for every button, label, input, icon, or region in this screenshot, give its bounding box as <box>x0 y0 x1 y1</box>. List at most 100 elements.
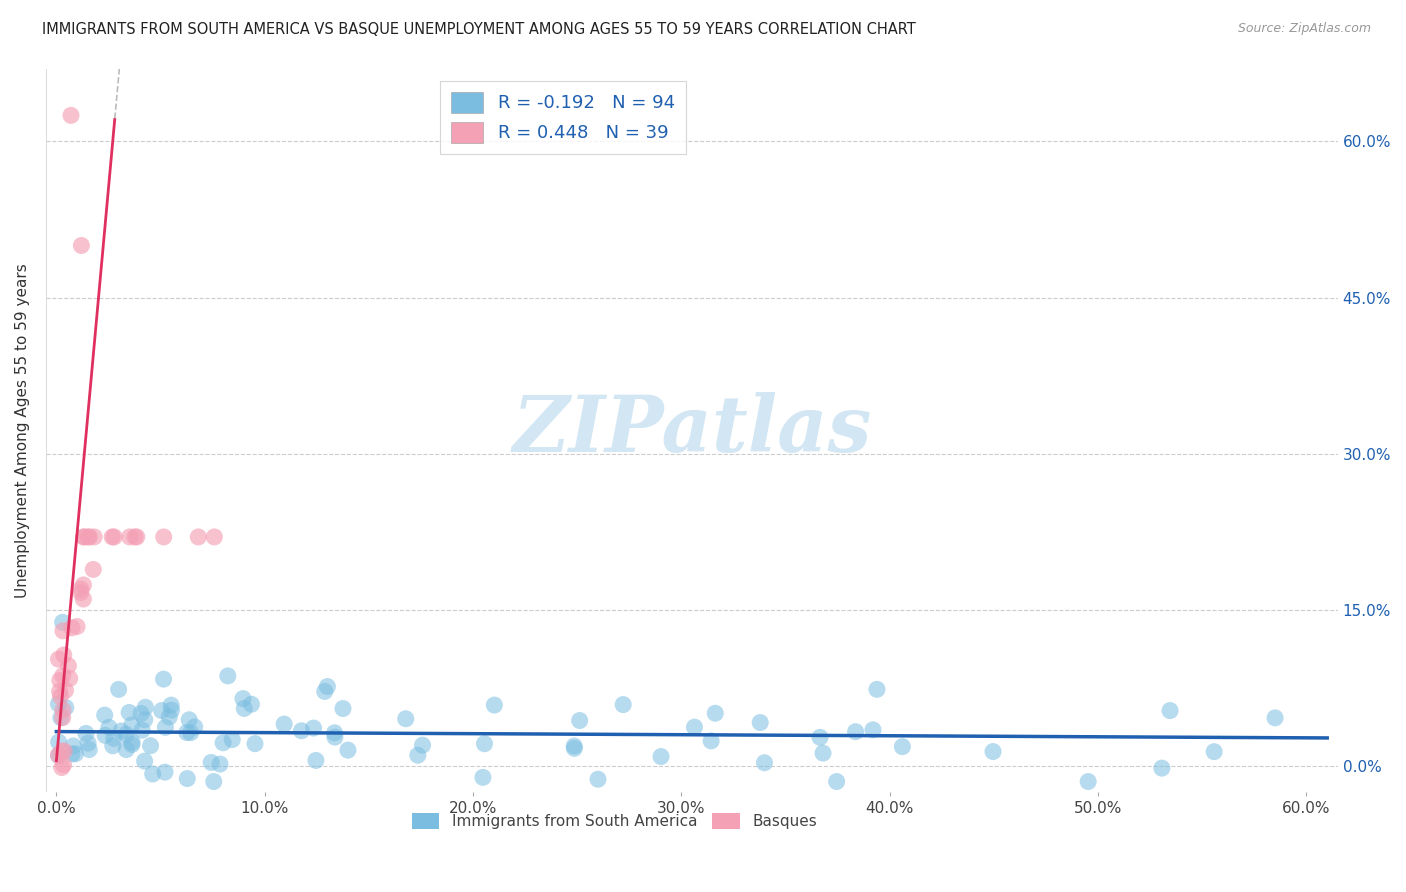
Point <box>314 684 336 698</box>
Point <box>115 742 138 756</box>
Point <box>749 715 772 730</box>
Y-axis label: Unemployment Among Ages 55 to 59 years: Unemployment Among Ages 55 to 59 years <box>15 263 30 598</box>
Point <box>121 738 143 752</box>
Point <box>152 530 174 544</box>
Point <box>72 578 94 592</box>
Point <box>59 672 82 686</box>
Point <box>129 706 152 721</box>
Point <box>150 704 173 718</box>
Point <box>1159 704 1181 718</box>
Point <box>69 585 91 599</box>
Point <box>107 682 129 697</box>
Point <box>157 710 180 724</box>
Point <box>52 703 75 717</box>
Point <box>202 774 225 789</box>
Point <box>412 738 434 752</box>
Point <box>862 723 884 737</box>
Point <box>77 742 100 756</box>
Point <box>73 530 96 544</box>
Point <box>101 739 124 753</box>
Point <box>118 706 141 720</box>
Text: ZIPatlas: ZIPatlas <box>512 392 872 468</box>
Point <box>48 652 70 666</box>
Point <box>101 530 124 544</box>
Point <box>179 713 201 727</box>
Point <box>808 731 831 745</box>
Point <box>70 582 93 596</box>
Point <box>77 530 100 544</box>
Point <box>811 746 834 760</box>
Point <box>97 720 120 734</box>
Point <box>200 756 222 770</box>
Point <box>103 731 125 746</box>
Point <box>77 736 100 750</box>
Point <box>62 739 84 753</box>
Point <box>160 703 183 717</box>
Point <box>49 690 72 704</box>
Point <box>323 730 346 744</box>
Point <box>52 711 75 725</box>
Point <box>650 749 672 764</box>
Point <box>564 741 586 756</box>
Point <box>49 711 72 725</box>
Point <box>52 669 75 683</box>
Point <box>202 530 225 544</box>
Point <box>212 736 235 750</box>
Point <box>891 739 914 754</box>
Point <box>316 680 339 694</box>
Point <box>139 739 162 753</box>
Point <box>59 108 82 122</box>
Point <box>1150 761 1173 775</box>
Text: IMMIGRANTS FROM SOUTH AMERICA VS BASQUE UNEMPLOYMENT AMONG AGES 55 TO 59 YEARS C: IMMIGRANTS FROM SOUTH AMERICA VS BASQUE … <box>42 22 915 37</box>
Point <box>153 765 176 780</box>
Point <box>103 530 125 544</box>
Point <box>66 619 89 633</box>
Point <box>125 530 148 544</box>
Point <box>700 734 723 748</box>
Point <box>683 720 706 734</box>
Point <box>208 757 231 772</box>
Point <box>52 624 75 638</box>
Point <box>825 774 848 789</box>
Point <box>48 735 70 749</box>
Point <box>55 700 77 714</box>
Point <box>51 760 73 774</box>
Point <box>562 739 585 753</box>
Point <box>176 725 198 739</box>
Point <box>79 530 101 544</box>
Point <box>52 615 75 630</box>
Point <box>155 720 177 734</box>
Point <box>94 728 117 742</box>
Point <box>52 648 75 662</box>
Point <box>131 723 153 738</box>
Point <box>48 697 70 711</box>
Point <box>1264 711 1286 725</box>
Point <box>1077 774 1099 789</box>
Point <box>52 757 75 772</box>
Point <box>981 745 1004 759</box>
Point <box>70 238 93 252</box>
Point <box>134 754 156 768</box>
Point <box>121 718 143 732</box>
Point <box>48 684 70 698</box>
Point <box>240 698 263 712</box>
Point <box>290 723 312 738</box>
Point <box>273 717 295 731</box>
Point <box>395 712 418 726</box>
Point <box>93 708 115 723</box>
Point <box>336 743 359 757</box>
Point <box>115 727 138 741</box>
Point <box>55 683 77 698</box>
Point <box>704 706 727 721</box>
Point <box>58 658 80 673</box>
Point <box>60 621 83 635</box>
Point <box>233 701 256 715</box>
Point <box>176 772 198 786</box>
Point <box>187 530 209 544</box>
Point <box>845 724 868 739</box>
Legend: Immigrants from South America, Basques: Immigrants from South America, Basques <box>406 806 823 835</box>
Point <box>110 724 132 739</box>
Point <box>305 754 328 768</box>
Point <box>48 748 70 763</box>
Point <box>118 530 141 544</box>
